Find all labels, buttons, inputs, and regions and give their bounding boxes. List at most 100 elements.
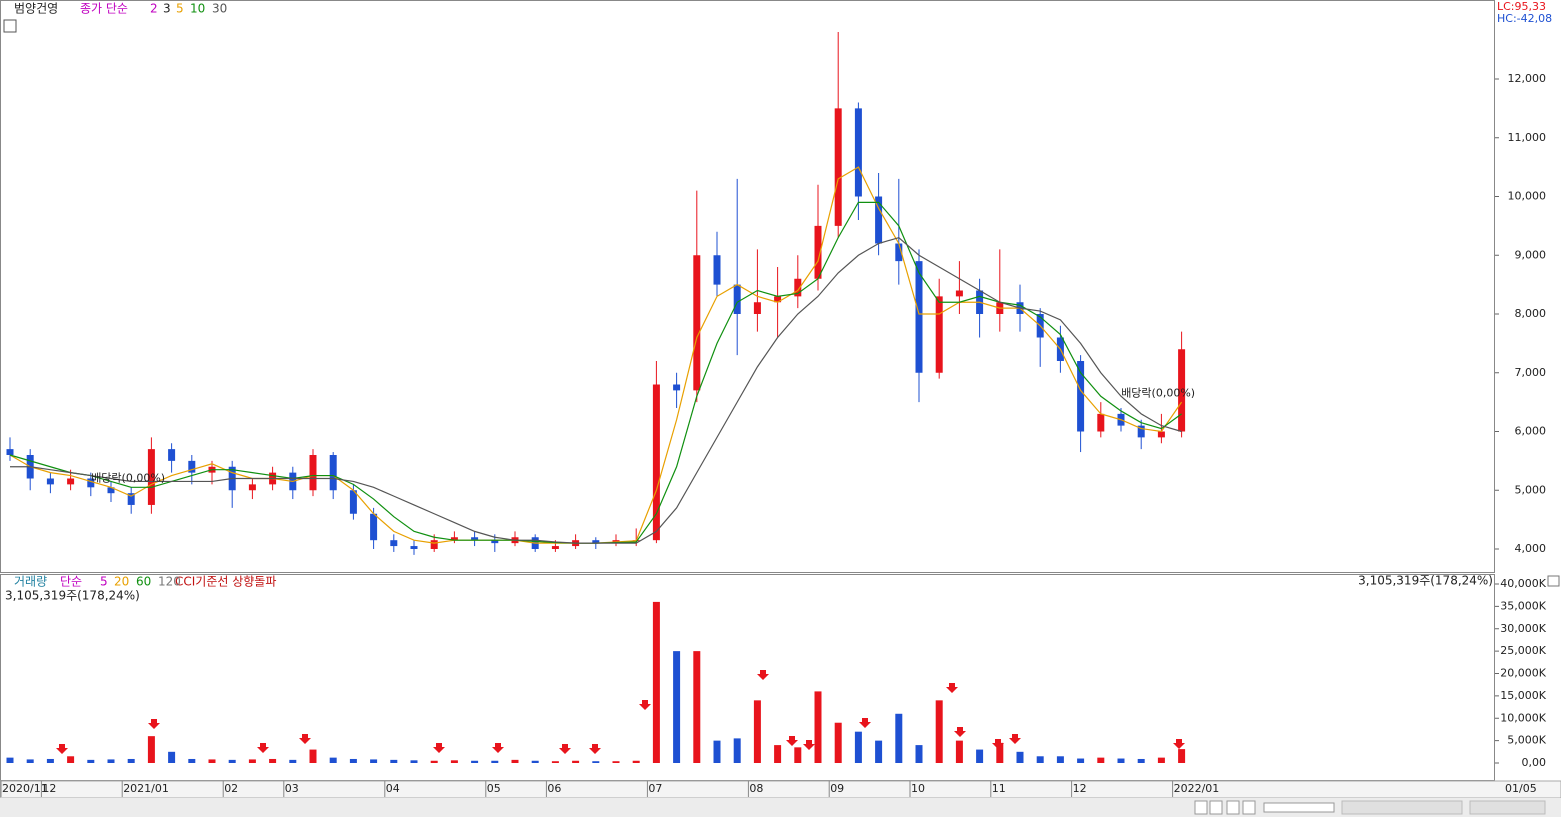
last-volume-label: 3,105,319주(178,24%) [5, 589, 140, 603]
volume-bar [370, 759, 378, 763]
volume-bar [733, 738, 741, 763]
volume-bar [794, 747, 802, 763]
candle-body [390, 540, 398, 547]
x-tick-label: 06 [547, 782, 561, 795]
zoom-buttons[interactable] [1469, 800, 1546, 815]
volume-bar [834, 722, 842, 763]
volume-bar [996, 742, 1004, 763]
volume-bar [713, 740, 721, 763]
y-tick-label: 35,000K [1500, 599, 1546, 612]
y-tick-label: 8,000 [1515, 307, 1547, 320]
volume-bar [592, 761, 600, 763]
volume-bar [430, 760, 438, 763]
price-panel [0, 0, 1495, 573]
candle-body [471, 537, 479, 541]
candle-body [188, 460, 196, 473]
x-tick-label: 2022/01 [1174, 782, 1220, 795]
candle-body [67, 478, 75, 485]
nav-button[interactable] [1209, 800, 1223, 815]
candle-body [6, 449, 14, 455]
x-tick-label: 08 [749, 782, 763, 795]
volume-bar [753, 700, 761, 763]
x-tick-label: 10 [911, 782, 925, 795]
volume-bar [1016, 751, 1024, 763]
volume-bar [854, 731, 862, 763]
zoom-slider[interactable] [1263, 802, 1335, 813]
nav-button[interactable] [1242, 800, 1256, 815]
signal-arrow [639, 700, 651, 710]
stock-title: 범양건영 [14, 2, 58, 16]
volume-bar [511, 759, 519, 763]
nav-button[interactable] [1226, 800, 1240, 815]
candle-body [329, 455, 337, 491]
volume-bar [87, 759, 95, 763]
signal-arrow [433, 743, 445, 753]
candle-body [349, 490, 357, 514]
x-tick-label: 03 [285, 782, 299, 795]
candle-body [895, 243, 903, 262]
volume-bar [1097, 757, 1105, 763]
nav-button[interactable] [1194, 800, 1208, 815]
volume-bar [572, 760, 580, 763]
candle-body [592, 540, 600, 544]
volume-bar [693, 651, 701, 763]
candle-body [713, 255, 721, 285]
volume-bar [1117, 758, 1125, 763]
signal-label: CCI기준선 상향돌파 [175, 575, 276, 589]
volume-panel [0, 574, 1495, 781]
signal-arrow [492, 743, 504, 753]
volume-bar [410, 760, 418, 763]
volume-bar [673, 651, 681, 763]
volume-bar [127, 758, 135, 763]
volume-bar [228, 759, 236, 763]
volume-bar [147, 736, 155, 763]
y-tick-label: 40,000K [1500, 577, 1546, 590]
legend-entry: 10 [190, 2, 205, 16]
candle-body [1077, 361, 1085, 432]
candle-body [46, 478, 54, 485]
volume-bar [450, 760, 458, 763]
candle-body [1137, 425, 1145, 438]
signal-arrow [589, 744, 601, 754]
volume-bar [976, 749, 984, 763]
signal-arrow [1173, 739, 1185, 749]
table-icon[interactable] [3, 19, 17, 33]
candle-body [248, 484, 256, 491]
legend-entry: 60 [136, 575, 151, 589]
candle-body [794, 278, 802, 297]
legend-entry: 20 [114, 575, 129, 589]
volume-bar [915, 745, 923, 763]
signal-arrow [859, 718, 871, 728]
y-tick-label: 11,000 [1508, 131, 1547, 144]
candle-body [834, 108, 842, 226]
candle-body [673, 384, 681, 391]
y-tick-label: 15,000K [1500, 689, 1546, 702]
candle-body [107, 487, 115, 494]
volume-bar [1157, 757, 1165, 763]
volume-bar [774, 745, 782, 763]
volume-bar [875, 740, 883, 763]
panel-button[interactable] [1547, 575, 1560, 587]
candle-body [733, 284, 741, 314]
ma-line [10, 236, 1182, 544]
legend-entry: 5 [100, 575, 108, 589]
signal-arrow [786, 736, 798, 746]
signal-arrow [757, 670, 769, 680]
volume-bar [551, 761, 559, 763]
x-tick-label: 09 [830, 782, 844, 795]
volume-bar [471, 760, 479, 763]
tool-buttons[interactable] [1341, 800, 1463, 815]
candle-body [87, 478, 95, 488]
candle-body [430, 540, 438, 549]
signal-arrow [257, 743, 269, 753]
x-tick-label: 11 [992, 782, 1006, 795]
y-tick-label: 9,000 [1515, 248, 1547, 261]
volume-bar [814, 691, 822, 763]
volume-bar [531, 760, 539, 763]
toolbar-buttons [1194, 800, 1546, 815]
signal-arrow [148, 719, 160, 729]
axis-area [1495, 0, 1561, 781]
signal-arrow [56, 744, 68, 754]
volume-bar [390, 759, 398, 763]
